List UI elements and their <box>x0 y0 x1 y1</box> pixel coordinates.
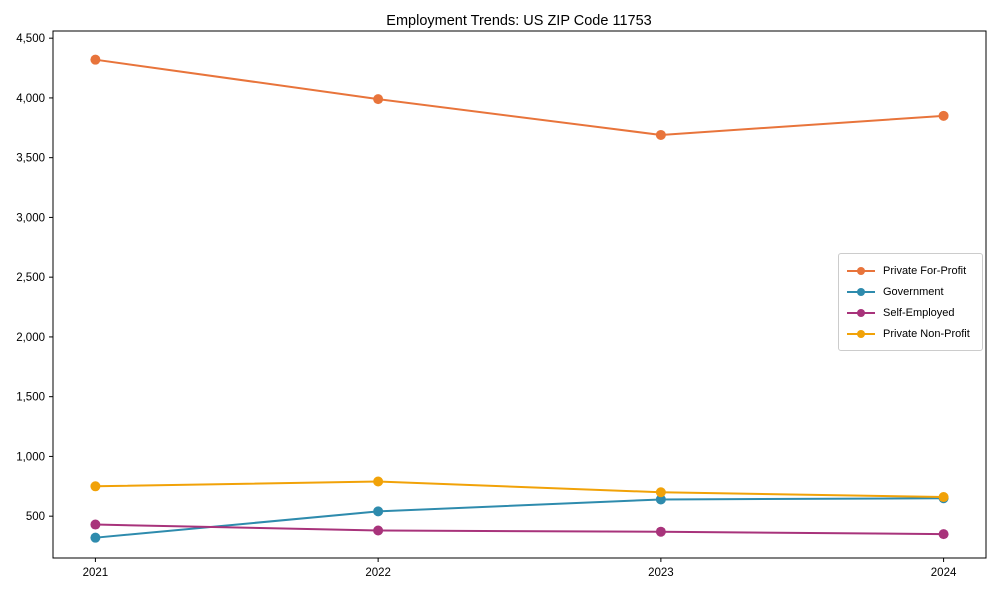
x-tick-label: 2022 <box>365 567 391 579</box>
x-tick-label: 2023 <box>648 567 674 579</box>
data-point <box>373 476 384 487</box>
data-point <box>655 487 666 498</box>
series-line-self-employed <box>95 523 944 536</box>
y-tick-label: 3,000 <box>16 212 45 224</box>
data-point <box>90 519 101 530</box>
data-point <box>90 532 101 543</box>
x-tick-label: 2021 <box>83 567 109 579</box>
legend-label: Government <box>883 285 944 298</box>
data-point <box>373 94 384 105</box>
y-tick-label: 500 <box>26 511 45 523</box>
legend-line-dot-icon <box>847 308 875 318</box>
y-tick-label: 3,500 <box>16 153 45 165</box>
legend-label: Private For-Profit <box>883 264 967 277</box>
data-point <box>373 506 384 517</box>
legend-item: Private Non-Profit <box>847 323 974 344</box>
y-tick-label: 2,500 <box>16 272 45 284</box>
legend: Private For-Profit Government Self-Employe… <box>838 253 983 351</box>
y-tick-label: 1,500 <box>16 392 45 404</box>
data-point <box>938 492 949 503</box>
legend-line-dot-icon <box>847 287 875 297</box>
data-point <box>655 526 666 537</box>
data-point <box>655 494 666 505</box>
series-line-government <box>95 497 944 539</box>
data-point <box>938 529 949 540</box>
plot-border <box>52 30 987 559</box>
legend-label: Private Non-Profit <box>883 327 970 340</box>
data-point <box>90 54 101 65</box>
x-tick-label: 2024 <box>931 567 957 579</box>
data-point <box>938 110 949 121</box>
legend-line-dot-icon <box>847 266 875 276</box>
legend-item: Government <box>847 281 974 302</box>
data-point <box>373 525 384 536</box>
y-tick-label: 4,000 <box>16 93 45 105</box>
y-tick-label: 1,000 <box>16 451 45 463</box>
legend-item: Private For-Profit <box>847 260 974 281</box>
y-tick-label: 2,000 <box>16 332 45 344</box>
legend-item: Self-Employed <box>847 302 974 323</box>
series-layer <box>90 54 949 543</box>
data-point <box>90 481 101 492</box>
series-line-private-for-profit <box>95 58 944 136</box>
y-tick-label: 4,500 <box>16 33 45 45</box>
series-line-private-non-profit <box>95 480 944 499</box>
data-point <box>655 129 666 140</box>
legend-line-dot-icon <box>847 329 875 339</box>
legend-label: Self-Employed <box>883 306 955 319</box>
chart-title: Employment Trends: US ZIP Code 11753 <box>386 13 651 29</box>
axes-layer: 500 1,000 1,500 2,000 2,500 3,000 3,500 4,000 4,… <box>16 33 957 579</box>
